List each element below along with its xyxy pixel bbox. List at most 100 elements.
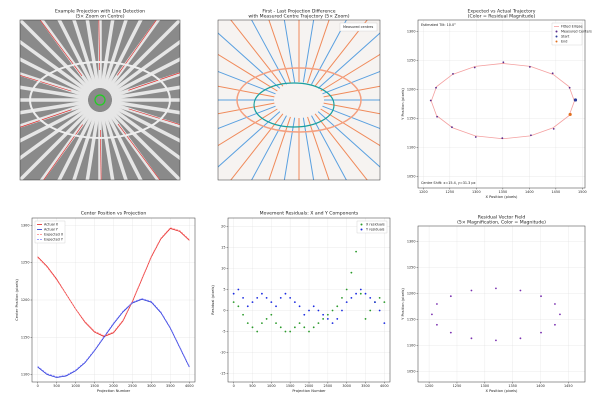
chart-title: Residual Vector Field [478, 215, 526, 221]
y-tick-label: 1100 [407, 344, 416, 348]
x-tick-label: 3500 [361, 384, 370, 388]
point [502, 61, 505, 64]
y-tick-label: 0 [223, 309, 225, 313]
chart-title: Movement Residuals: X and Y Components [260, 211, 359, 217]
y-axis-label: Y Position (pixels) [401, 288, 405, 320]
diff-spoke [302, 117, 315, 180]
x-tick-label: 500 [53, 384, 59, 388]
spoke [20, 103, 91, 143]
legend-box [339, 22, 378, 32]
diff-spoke [218, 85, 275, 98]
spoke [39, 20, 95, 92]
spoke [85, 20, 100, 89]
x-axis-label: X Position (pixels) [486, 389, 519, 393]
spoke [57, 20, 97, 91]
point [501, 137, 504, 140]
point [495, 339, 497, 342]
legend-label: Start [561, 35, 570, 39]
spoke [103, 109, 143, 180]
point [336, 305, 339, 308]
point [470, 289, 473, 292]
point [246, 322, 249, 325]
y-tick-label: 5 [223, 287, 225, 291]
x-tick-label: 0 [37, 384, 39, 388]
y-tick-label: 1100 [407, 145, 416, 149]
point [326, 318, 329, 320]
point [383, 322, 386, 325]
point [308, 330, 310, 333]
legend-swatch [555, 35, 558, 38]
point [449, 331, 452, 334]
point [374, 301, 376, 304]
point [345, 301, 348, 304]
point [336, 318, 339, 320]
spoke [107, 107, 180, 180]
x-tick-label: 0 [233, 384, 235, 388]
legend-swatch [555, 30, 558, 33]
y-tick-label: 1150 [407, 116, 416, 120]
point [530, 134, 532, 137]
y-tick-label: 1100 [21, 373, 30, 377]
detected-line [20, 74, 72, 92]
point [293, 301, 296, 304]
y-tick-label: 1150 [407, 318, 416, 322]
point [528, 66, 531, 68]
image-frame [19, 19, 181, 181]
image-panel: Measured centres [217, 19, 381, 181]
point [449, 295, 452, 298]
point [256, 330, 259, 333]
diff-spoke [307, 116, 330, 180]
detected-line [43, 124, 83, 180]
x-tick-label: 2500 [128, 384, 137, 388]
point [275, 322, 277, 325]
y-tick-label: 1050 [407, 174, 416, 178]
detected-line [98, 20, 100, 71]
detected-line [117, 20, 157, 76]
diff-spoke [283, 117, 296, 180]
point [369, 296, 372, 299]
x-axis-label: Projection Number [292, 389, 326, 393]
legend-label: Expected X [44, 233, 64, 237]
spoke [20, 20, 93, 93]
x-tick-label: 1500 [90, 384, 99, 388]
spoke [57, 109, 97, 180]
point [284, 330, 287, 333]
point [251, 326, 254, 329]
x-tick-label: 1400 [525, 190, 534, 194]
point [350, 296, 353, 299]
point [279, 326, 282, 329]
spoke [20, 39, 92, 95]
x-tick-label: 4000 [185, 384, 194, 388]
x-tick-label: 1400 [536, 384, 545, 388]
diff-spoke [251, 20, 287, 85]
x-tick-label: 4000 [380, 384, 389, 388]
diff-spoke [302, 20, 315, 83]
y-tick-label: 1300 [21, 223, 30, 227]
legend-label: Y residuals [366, 228, 385, 232]
point [326, 313, 329, 316]
spoke [20, 107, 93, 180]
annotation: Estimated Tilt: 10.0° [421, 23, 456, 27]
diff-spoke [268, 20, 291, 84]
legend-label: Expected Y [44, 238, 64, 242]
point [312, 326, 315, 329]
point [331, 322, 334, 325]
chart-title: Center Position vs Projection [81, 211, 147, 217]
spoke [105, 108, 161, 180]
centre-marker [94, 94, 106, 106]
point [378, 296, 381, 299]
spoke [102, 20, 128, 90]
point [322, 313, 325, 316]
chart-title: First - Last Projection Difference [262, 9, 335, 15]
detected-line [128, 108, 180, 126]
diff-spoke [320, 53, 380, 92]
detected-line [128, 72, 180, 91]
spoke [20, 57, 91, 97]
point [303, 326, 306, 329]
spoke [20, 102, 90, 128]
point [519, 337, 522, 340]
point [232, 301, 235, 304]
y-tick-label: 1250 [407, 59, 416, 63]
x-axis-label: X Position (pixels) [486, 195, 519, 199]
point [359, 288, 362, 291]
